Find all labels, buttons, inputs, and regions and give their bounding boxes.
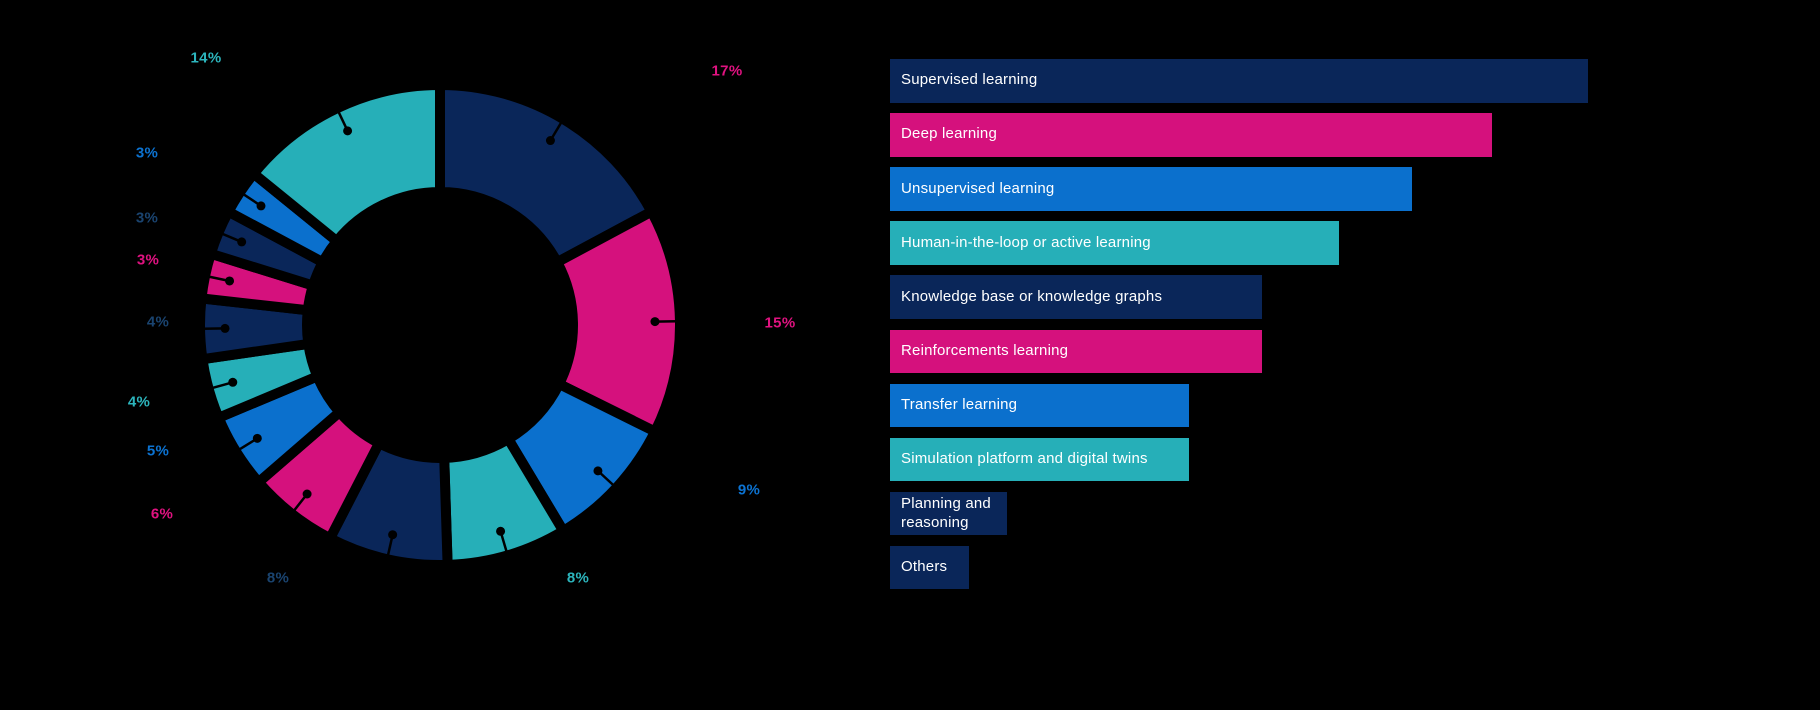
donut-label-15%: 15% bbox=[765, 314, 796, 331]
donut-label-8%: 8% bbox=[267, 569, 289, 586]
donut-label-3%: 3% bbox=[136, 209, 158, 226]
connector-line bbox=[225, 437, 258, 459]
connector-dot bbox=[225, 276, 235, 286]
donut-label-3%: 3% bbox=[137, 251, 159, 268]
legend-bar-label: Deep learning bbox=[901, 125, 997, 143]
legend-bar-label: Planning and reasoning bbox=[901, 494, 991, 531]
donut-label-9%: 9% bbox=[738, 481, 760, 498]
connector-dot bbox=[256, 201, 266, 211]
legend-bar-reinforcements-learning: Reinforcements learning bbox=[890, 329, 1262, 373]
donut-label-3%: 3% bbox=[136, 144, 158, 161]
connector-dot bbox=[228, 377, 238, 387]
legend-bar-label: Human-in-the-loop or active learning bbox=[901, 233, 1151, 251]
legend-bar-human-in-the-loop-or-active-learning: Human-in-the-loop or active learning bbox=[890, 221, 1339, 265]
legend-bar-knowledge-base-or-knowledge-graphs: Knowledge base or knowledge graphs bbox=[890, 275, 1262, 319]
legend-bar-supervised-learning: Supervised learning bbox=[890, 59, 1588, 103]
connector-line bbox=[499, 530, 513, 568]
connector-dot bbox=[650, 317, 660, 327]
connector-line bbox=[597, 469, 626, 497]
connector-line bbox=[193, 272, 230, 283]
legend-bar-others: Others bbox=[890, 545, 969, 590]
legend-bar-planning-and-reasoning: Planning and reasoning bbox=[890, 491, 1007, 536]
connector-dot bbox=[343, 126, 353, 136]
legend-bar-transfer-learning: Transfer learning bbox=[890, 383, 1189, 428]
donut-label-17%: 17% bbox=[712, 62, 743, 79]
donut-label-4%: 4% bbox=[147, 313, 169, 330]
legend-bar-label: Reinforcements learning bbox=[901, 341, 1069, 359]
legend-bar-label: Transfer learning bbox=[901, 395, 1018, 413]
legend-bar-label: Others bbox=[901, 558, 948, 576]
connector-line bbox=[330, 96, 349, 132]
legend-bar-unsupervised-learning: Unsupervised learning bbox=[890, 167, 1412, 211]
connector-dot bbox=[252, 433, 262, 443]
donut-label-5%: 5% bbox=[147, 442, 169, 459]
donut-label-4%: 4% bbox=[128, 393, 150, 410]
connector-dot bbox=[593, 466, 603, 476]
connector-line bbox=[207, 226, 243, 244]
connector-dot bbox=[545, 136, 555, 146]
connector-line bbox=[654, 319, 692, 323]
connector-line bbox=[549, 108, 571, 142]
legend-bar-simulation-platform-and-digital-twins: Simulation platform and digital twins bbox=[890, 437, 1189, 482]
legend-bar-label: Knowledge base or knowledge graphs bbox=[901, 287, 1163, 305]
connector-dot bbox=[237, 237, 247, 247]
connector-line bbox=[283, 493, 309, 524]
donut-label-14%: 14% bbox=[191, 49, 222, 66]
donut-slice-0-navy-17% bbox=[435, 79, 659, 269]
donut-slice-12-teal-14% bbox=[246, 79, 445, 249]
connector-dot bbox=[496, 526, 506, 536]
connector-dot bbox=[220, 323, 230, 333]
connector-line bbox=[196, 381, 234, 394]
donut-label-8%: 8% bbox=[567, 569, 589, 586]
legend-bar-deep-learning: Deep learning bbox=[890, 113, 1492, 157]
connector-line bbox=[188, 327, 226, 331]
connector-line bbox=[383, 534, 394, 572]
donut-label-6%: 6% bbox=[151, 505, 173, 522]
connector-dot bbox=[302, 489, 312, 499]
legend-bar-label: Supervised learning bbox=[901, 71, 1038, 89]
connector-line bbox=[229, 184, 262, 207]
legend-bar-label: Simulation platform and digital twins bbox=[901, 450, 1148, 468]
donut-chart: 17% 15% 9% 8% 8% 6% 5% 4% 4% 3% 3% 3% 14% bbox=[128, 49, 796, 586]
legend-bar-label: Unsupervised learning bbox=[901, 179, 1055, 197]
connector-dot bbox=[388, 530, 398, 540]
